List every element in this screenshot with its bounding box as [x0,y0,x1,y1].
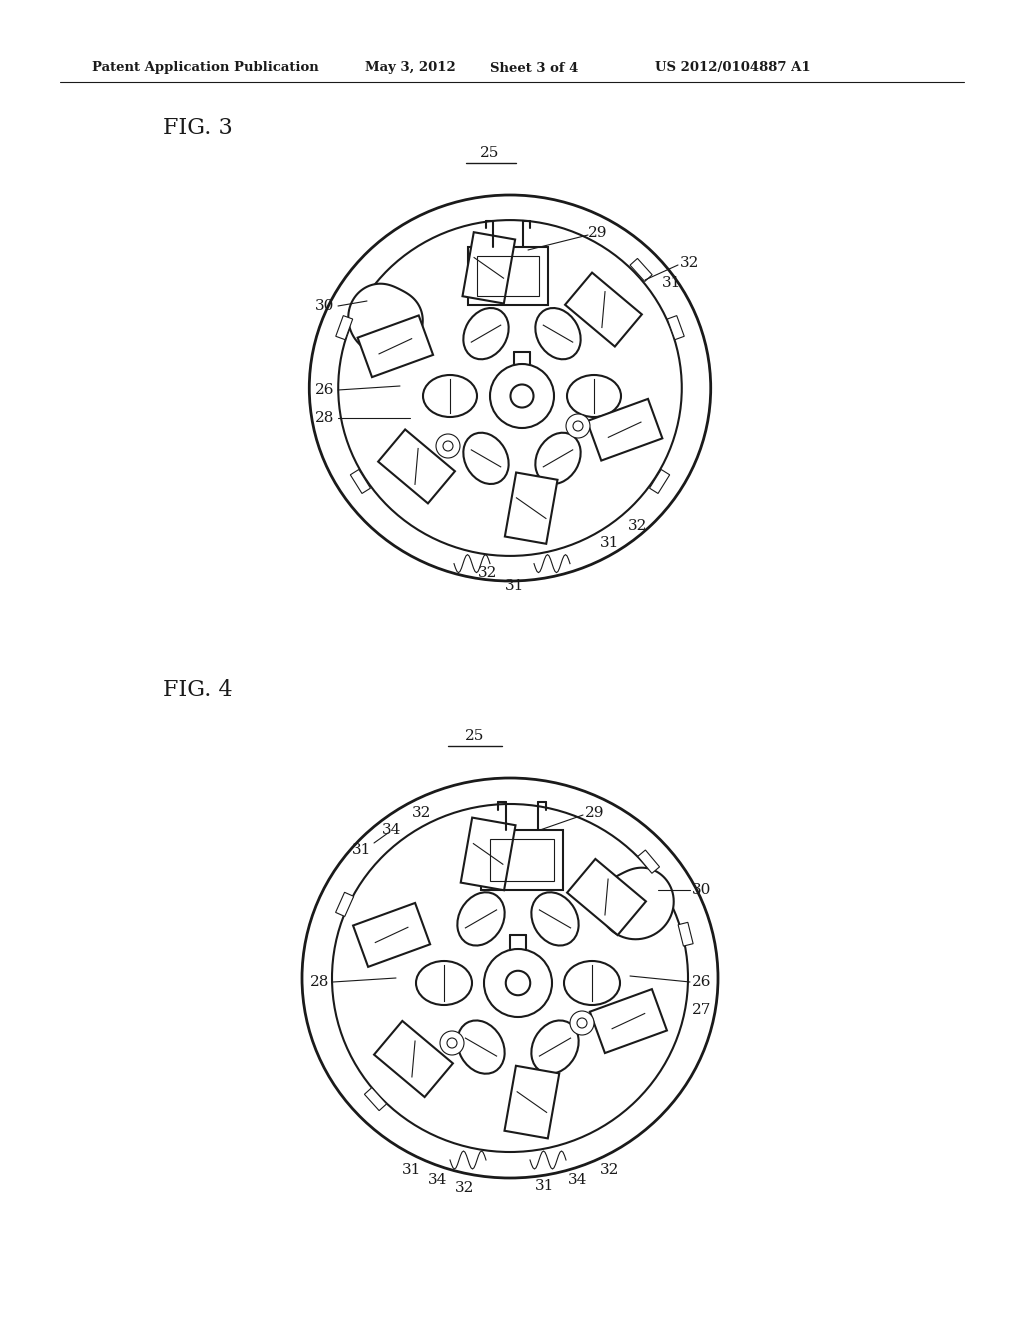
Bar [565,273,642,347]
Circle shape [440,1031,464,1055]
Circle shape [436,434,460,458]
Text: 29: 29 [586,807,605,820]
Bar [378,429,455,503]
Bar [505,1065,559,1138]
Text: FIG. 4: FIG. 4 [163,678,232,701]
Text: 31: 31 [600,536,620,550]
Circle shape [443,441,453,451]
Polygon shape [599,867,674,940]
Text: 25: 25 [480,147,500,160]
Circle shape [447,1038,457,1048]
Ellipse shape [531,1020,579,1073]
Text: 32: 32 [680,256,699,271]
Text: 32: 32 [600,1163,620,1177]
Ellipse shape [564,961,620,1005]
Bar [505,473,557,544]
Circle shape [484,949,552,1016]
Text: 30: 30 [315,300,335,313]
Text: 31: 31 [352,843,372,857]
Bar [481,830,563,890]
Text: US 2012/0104887 A1: US 2012/0104887 A1 [655,62,811,74]
Bar [477,256,539,296]
Text: 31: 31 [505,579,524,593]
Text: 32: 32 [413,807,432,820]
Circle shape [570,1011,594,1035]
Text: 26: 26 [692,975,712,989]
Ellipse shape [423,375,477,417]
Text: 32: 32 [478,566,498,579]
Circle shape [490,364,554,428]
Bar [374,1020,453,1097]
Polygon shape [336,315,352,339]
Circle shape [511,384,534,408]
Text: 29: 29 [588,226,608,240]
Ellipse shape [567,375,621,417]
Ellipse shape [531,892,579,945]
Text: Sheet 3 of 4: Sheet 3 of 4 [490,62,579,74]
Ellipse shape [458,1020,505,1073]
Text: Patent Application Publication: Patent Application Publication [92,62,318,74]
Text: FIG. 3: FIG. 3 [163,117,232,139]
Text: 28: 28 [310,975,330,989]
Ellipse shape [302,777,718,1177]
Bar [353,903,430,966]
Ellipse shape [416,961,472,1005]
Bar [587,399,663,461]
Polygon shape [668,315,684,339]
Polygon shape [350,470,371,494]
Circle shape [573,421,583,432]
Ellipse shape [463,308,509,359]
Text: 26: 26 [315,383,335,397]
Circle shape [566,414,590,438]
Text: 27: 27 [692,1003,712,1016]
Polygon shape [348,284,423,355]
Ellipse shape [309,195,711,581]
Ellipse shape [458,892,505,945]
Polygon shape [638,850,659,874]
Text: 31: 31 [663,276,682,290]
Polygon shape [649,470,670,494]
Text: 30: 30 [692,883,712,898]
Bar [463,232,515,304]
Text: 31: 31 [536,1179,555,1193]
Polygon shape [630,259,652,281]
Bar [468,247,548,305]
Ellipse shape [536,433,581,484]
Bar [461,817,515,890]
Bar [567,859,646,935]
Polygon shape [336,892,353,916]
Bar [357,315,433,378]
Bar [590,989,667,1053]
Text: 34: 34 [568,1173,588,1187]
Text: 34: 34 [428,1173,447,1187]
Circle shape [506,970,530,995]
Text: 34: 34 [382,822,401,837]
Text: 32: 32 [629,519,648,533]
Text: 28: 28 [315,411,335,425]
Polygon shape [365,1088,387,1110]
Polygon shape [678,923,693,946]
Text: May 3, 2012: May 3, 2012 [365,62,456,74]
Text: 32: 32 [456,1181,475,1195]
Text: 31: 31 [402,1163,422,1177]
Text: 25: 25 [465,729,484,743]
Circle shape [577,1018,587,1028]
Ellipse shape [536,308,581,359]
Bar [490,840,554,880]
Ellipse shape [463,433,509,484]
